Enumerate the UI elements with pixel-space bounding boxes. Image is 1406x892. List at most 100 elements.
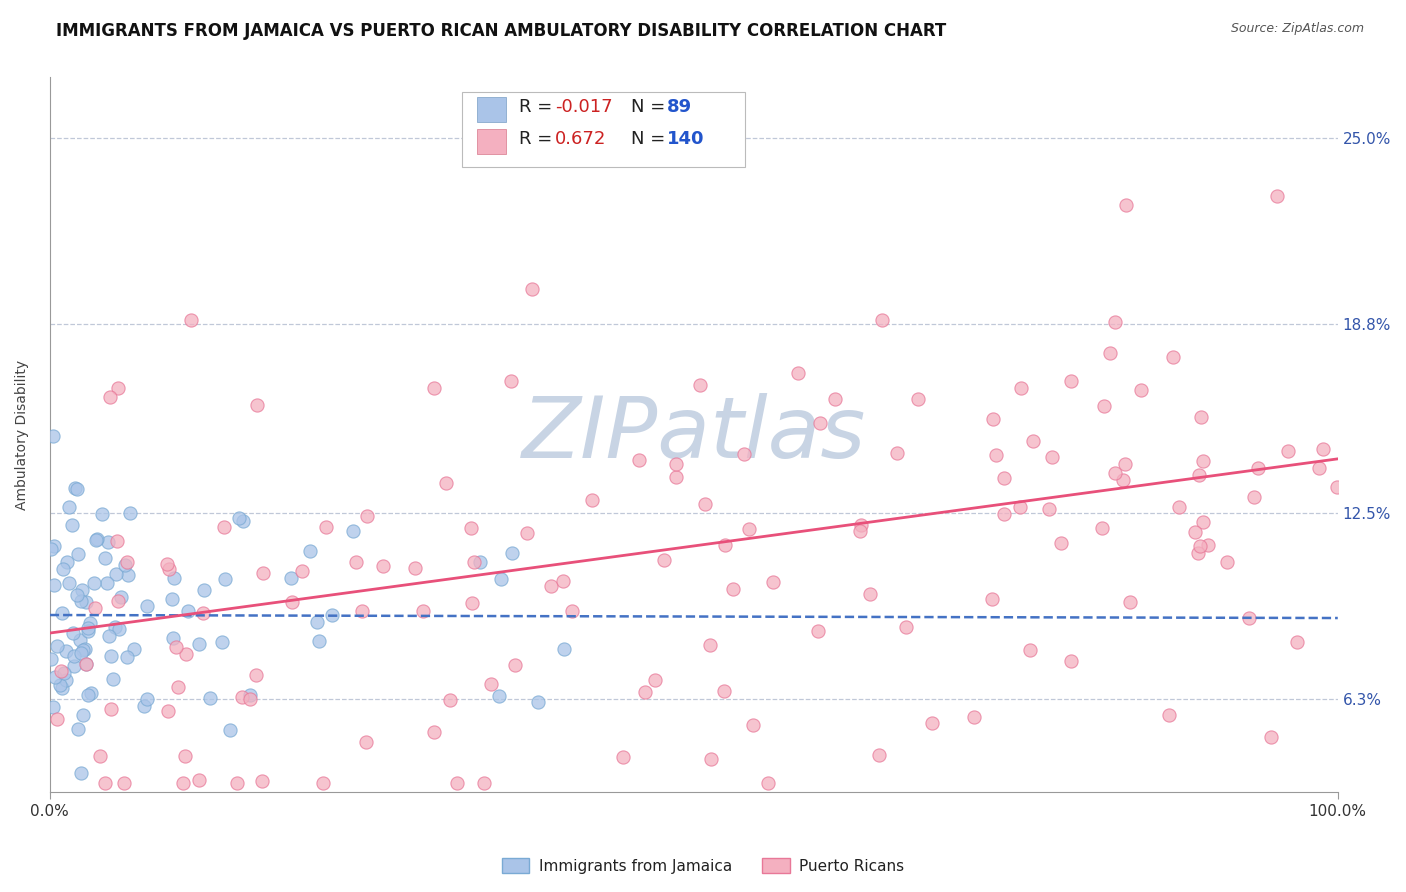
Point — [652, 553, 675, 567]
Point — [371, 558, 394, 573]
Point — [136, 691, 159, 706]
Point — [308, 633, 330, 648]
Point — [77, 621, 100, 635]
Point — [187, 773, 209, 788]
Point — [1308, 461, 1330, 475]
Point — [993, 471, 1015, 485]
Point — [1277, 444, 1299, 458]
Point — [742, 718, 765, 732]
Point — [422, 725, 444, 739]
Point — [1010, 500, 1032, 514]
Point — [114, 558, 136, 573]
Text: Source: ZipAtlas.com: Source: ZipAtlas.com — [1230, 22, 1364, 36]
Point — [350, 604, 373, 618]
Point — [232, 514, 254, 528]
Point — [1050, 535, 1073, 549]
Point — [77, 624, 100, 638]
Point — [1247, 461, 1270, 475]
Point — [239, 692, 262, 706]
Point — [858, 587, 880, 601]
Point — [84, 533, 107, 548]
Point — [1091, 520, 1114, 534]
Point — [63, 659, 86, 673]
Point — [162, 632, 184, 646]
Point — [307, 615, 329, 629]
Point — [245, 668, 267, 682]
Point — [112, 776, 135, 790]
Point — [281, 594, 304, 608]
Point — [252, 773, 274, 788]
Point — [1188, 468, 1211, 483]
Point — [849, 517, 872, 532]
Point — [172, 776, 194, 790]
Point — [52, 562, 75, 576]
Point — [66, 482, 89, 496]
Point — [72, 707, 94, 722]
Point — [1111, 473, 1133, 487]
Point — [886, 446, 908, 460]
Point — [1159, 708, 1181, 723]
Point — [1104, 315, 1126, 329]
Point — [721, 582, 744, 596]
Point — [122, 641, 145, 656]
Point — [105, 533, 128, 548]
Point — [55, 644, 77, 658]
Point — [46, 712, 69, 726]
Point — [79, 615, 101, 630]
Point — [56, 556, 79, 570]
Point — [1114, 457, 1136, 471]
Point — [198, 691, 221, 706]
Point — [700, 752, 723, 766]
Point — [553, 641, 575, 656]
Point — [356, 509, 378, 524]
Point — [115, 650, 138, 665]
Point — [105, 566, 128, 581]
Point — [412, 604, 434, 618]
Point — [786, 366, 808, 380]
Point — [77, 689, 100, 703]
Point — [1260, 731, 1282, 745]
Point — [1119, 595, 1142, 609]
Point — [808, 416, 831, 430]
Point — [176, 647, 198, 661]
Point — [75, 595, 97, 609]
Point — [762, 575, 785, 590]
Point — [49, 678, 72, 692]
Point — [434, 475, 457, 490]
Point — [157, 562, 180, 576]
Point — [921, 715, 943, 730]
Point — [1192, 515, 1215, 529]
Point — [83, 575, 105, 590]
Point — [1216, 555, 1239, 569]
Text: N =: N = — [631, 129, 665, 147]
Point — [516, 526, 538, 541]
Point — [75, 657, 97, 671]
Point — [354, 735, 377, 749]
Text: N =: N = — [631, 98, 665, 116]
Point — [52, 665, 75, 680]
Point — [96, 576, 118, 591]
Point — [1060, 654, 1083, 668]
Point — [665, 470, 688, 484]
Point — [344, 555, 367, 569]
Point — [58, 576, 80, 591]
Point — [212, 519, 235, 533]
Point — [1184, 525, 1206, 540]
Point — [188, 637, 211, 651]
Point — [252, 566, 274, 581]
Point — [90, 507, 112, 521]
Point — [468, 555, 491, 569]
Point — [993, 507, 1015, 521]
Point — [1237, 611, 1260, 625]
Point — [214, 572, 236, 586]
Text: R =: R = — [519, 98, 553, 116]
Point — [228, 511, 250, 525]
Text: R =: R = — [519, 129, 553, 147]
Point — [94, 776, 117, 790]
Point — [644, 673, 666, 687]
Point — [756, 776, 779, 790]
Point — [1098, 346, 1121, 360]
Text: 140: 140 — [666, 129, 704, 147]
Point — [70, 646, 93, 660]
Point — [62, 625, 84, 640]
